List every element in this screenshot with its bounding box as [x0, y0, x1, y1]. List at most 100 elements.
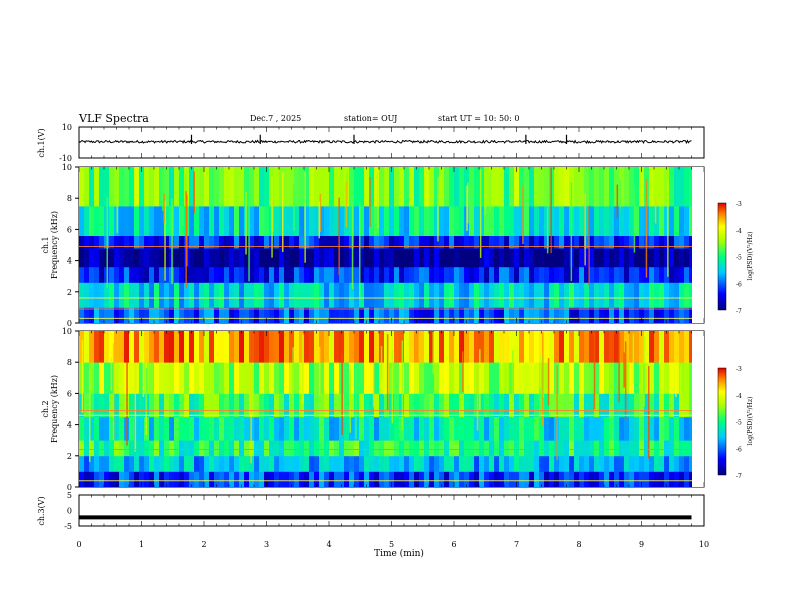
spec-cell — [359, 455, 365, 472]
spec-cell — [284, 416, 290, 441]
spec-cell — [374, 416, 380, 441]
spec-cell — [454, 362, 460, 394]
spec-cell — [379, 282, 385, 308]
spec-cell — [84, 331, 90, 363]
spec-cell — [604, 235, 610, 249]
spec-cell — [179, 248, 185, 268]
spec-cell — [229, 416, 235, 441]
spec-cell — [554, 206, 560, 236]
spec-cell — [639, 455, 645, 472]
spec-cell — [359, 331, 365, 363]
spec-cell — [94, 167, 100, 207]
spec-cell — [234, 248, 240, 268]
spec-cell — [689, 206, 695, 236]
spec-cell — [119, 206, 125, 236]
spec-cell — [589, 362, 595, 394]
spec-cell — [434, 307, 440, 323]
spec-cell — [169, 455, 175, 472]
spec-cell — [259, 393, 265, 418]
spec-cell — [259, 167, 265, 207]
spec-cell — [109, 248, 115, 268]
spec-cell — [169, 440, 175, 457]
spec-cell — [499, 206, 505, 236]
spec-cell — [569, 440, 575, 457]
spec-cell — [664, 206, 670, 236]
spec-cell — [84, 471, 90, 487]
spec-cell — [384, 471, 390, 487]
spec-cell — [684, 416, 690, 441]
spec-cell — [154, 416, 160, 441]
spec-cell — [609, 167, 615, 207]
spec-cell — [439, 416, 445, 441]
spec-cell — [389, 331, 395, 363]
spec-cell — [589, 393, 595, 418]
spec-cell — [629, 416, 635, 441]
spec-cell — [329, 416, 335, 441]
spec-cell — [84, 248, 90, 268]
spec-cell — [99, 471, 105, 487]
spec-cell — [384, 266, 390, 283]
spec-burst — [383, 367, 385, 395]
spec-cell — [264, 248, 270, 268]
spec-cell — [219, 248, 225, 268]
spec-burst — [479, 349, 481, 411]
spec-cell — [224, 235, 230, 249]
spec-cell — [134, 282, 140, 308]
spec-cell — [319, 440, 325, 457]
spec-cell — [509, 235, 515, 249]
spec-cell — [544, 455, 550, 472]
spec-cell — [79, 455, 85, 472]
spec-cell — [234, 362, 240, 394]
spec-cell — [664, 440, 670, 457]
ytick-label: 10 — [62, 163, 72, 172]
spec-burst — [349, 369, 351, 433]
spec-cell — [599, 471, 605, 487]
spec-cell — [294, 331, 300, 363]
spec-cell — [449, 393, 455, 418]
spec-cell — [459, 362, 465, 394]
spec-cell — [229, 362, 235, 394]
spec-cell — [389, 471, 395, 487]
spec-cell — [359, 440, 365, 457]
spec-cell — [604, 206, 610, 236]
spec-cell — [234, 307, 240, 323]
spec-cell — [139, 331, 145, 363]
spec-cell — [304, 416, 310, 441]
spec-cell — [199, 393, 205, 418]
spec-cell — [654, 362, 660, 394]
spec-cell — [374, 307, 380, 323]
spec-cell — [99, 248, 105, 268]
spec-burst — [271, 176, 273, 258]
spec-cell — [359, 362, 365, 394]
spec-cell — [634, 455, 640, 472]
spec-cell — [374, 206, 380, 236]
spec-cell — [359, 307, 365, 323]
spec-cell — [614, 471, 620, 487]
spec-cell — [634, 416, 640, 441]
spec-cell — [469, 455, 475, 472]
spec-cell — [529, 206, 535, 236]
spec-cell — [484, 416, 490, 441]
spec-cell — [249, 167, 255, 207]
spec-cell — [344, 471, 350, 487]
spec-cell — [129, 307, 135, 323]
spec-cell — [349, 440, 355, 457]
spec-cell — [599, 455, 605, 472]
spec-cell — [679, 206, 685, 236]
spec-cell — [439, 393, 445, 418]
spec-cell — [174, 282, 180, 308]
spec-cell — [574, 393, 580, 418]
spec-cell — [179, 282, 185, 308]
spec-cell — [164, 416, 170, 441]
spec-cell — [459, 416, 465, 441]
spec-cell — [449, 235, 455, 249]
spec-cell — [489, 416, 495, 441]
ch1-ytick-label: -10 — [59, 154, 72, 163]
spec-cell — [439, 331, 445, 363]
spec-cell — [114, 416, 120, 441]
spec-cell — [499, 282, 505, 308]
spec-cell — [199, 455, 205, 472]
spec-cell — [309, 266, 315, 283]
spec-cell — [299, 167, 305, 207]
spec-cell — [129, 248, 135, 268]
